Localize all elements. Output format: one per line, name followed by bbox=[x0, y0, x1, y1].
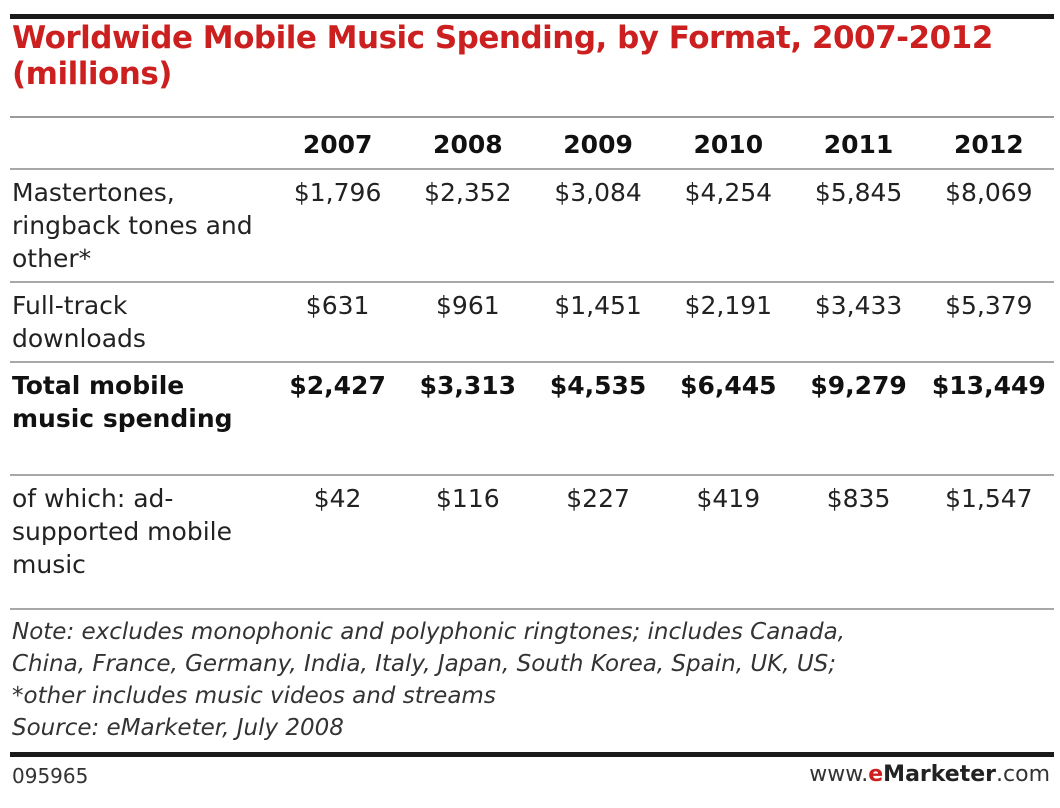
value-cell: $42 bbox=[272, 474, 403, 587]
header-cell-2008: 2008 bbox=[433, 129, 503, 159]
chart-title: Worldwide Mobile Music Spending, by Form… bbox=[12, 20, 993, 92]
brand-prefix: www. bbox=[809, 762, 869, 787]
value-cell: $6,445 bbox=[663, 361, 794, 475]
brand-url: www.eMarketer.com bbox=[809, 762, 1050, 787]
header-cell-2009: 2009 bbox=[563, 129, 633, 159]
value-cell: $1,451 bbox=[532, 281, 664, 362]
value-cell: $419 bbox=[663, 474, 794, 587]
note-line: China, France, Germany, India, Italy, Ja… bbox=[12, 651, 837, 677]
table-row-full-track: Full-track downloads $631 $961 $1,451 $2… bbox=[10, 281, 1054, 362]
value-cell: $4,535 bbox=[532, 361, 664, 475]
note-divider bbox=[10, 608, 1054, 610]
brand-e: e bbox=[868, 762, 884, 787]
value-cell: $4,254 bbox=[663, 168, 794, 282]
value-cell: $5,845 bbox=[793, 168, 924, 282]
value-cell: $13,449 bbox=[923, 361, 1054, 475]
value-cell: $1,547 bbox=[923, 474, 1054, 587]
header-cell-2010: 2010 bbox=[693, 129, 764, 159]
header-cell-label bbox=[10, 120, 273, 169]
value-cell: $2,352 bbox=[402, 168, 533, 282]
table-row-ad-supported: of which: ad-supported mobile music $42 … bbox=[10, 474, 1054, 587]
value-cell: $2,191 bbox=[663, 281, 794, 362]
table-row-total: Total mobile music spending $2,427 $3,31… bbox=[10, 361, 1054, 475]
value-cell: $631 bbox=[272, 281, 403, 362]
chart-id: 095965 bbox=[12, 764, 89, 788]
bottom-rule bbox=[10, 752, 1054, 757]
source-note: Note: excludes monophonic and polyphonic… bbox=[12, 616, 1052, 744]
header-cell-2007: 2007 bbox=[302, 129, 373, 159]
row-label: Mastertones, ringback tones and other* bbox=[10, 168, 273, 282]
value-cell: $227 bbox=[532, 474, 664, 587]
header-row: 2007 2008 2009 2010 2011 2012 bbox=[10, 120, 1054, 169]
row-label: Total mobile music spending bbox=[10, 361, 273, 475]
row-label: of which: ad-supported mobile music bbox=[10, 474, 273, 587]
brand-name: Marketer bbox=[883, 762, 997, 787]
value-cell: $9,279 bbox=[793, 361, 924, 475]
note-line: *other includes music videos and streams bbox=[12, 683, 496, 709]
value-cell: $8,069 bbox=[923, 168, 1054, 282]
value-cell: $835 bbox=[793, 474, 924, 587]
header-cell-2011: 2011 bbox=[823, 129, 894, 159]
top-rule bbox=[10, 14, 1054, 19]
value-cell: $1,796 bbox=[272, 168, 403, 282]
value-cell: $116 bbox=[402, 474, 533, 587]
value-cell: $5,379 bbox=[923, 281, 1054, 362]
table-row-mastertones: Mastertones, ringback tones and other* $… bbox=[10, 168, 1054, 282]
value-cell: $2,427 bbox=[272, 361, 403, 475]
brand-suffix: .com bbox=[996, 762, 1050, 787]
data-table: 2007 2008 2009 2010 2011 2012 Mastertone… bbox=[10, 120, 1054, 587]
value-cell: $3,433 bbox=[793, 281, 924, 362]
value-cell: $3,313 bbox=[402, 361, 533, 475]
value-cell: $961 bbox=[402, 281, 533, 362]
header-cell-2012: 2012 bbox=[954, 129, 1024, 159]
title-divider bbox=[10, 116, 1054, 118]
value-cell: $3,084 bbox=[532, 168, 664, 282]
row-label: Full-track downloads bbox=[10, 281, 273, 362]
note-line: Note: excludes monophonic and polyphonic… bbox=[12, 619, 845, 645]
source-line: Source: eMarketer, July 2008 bbox=[12, 715, 344, 741]
